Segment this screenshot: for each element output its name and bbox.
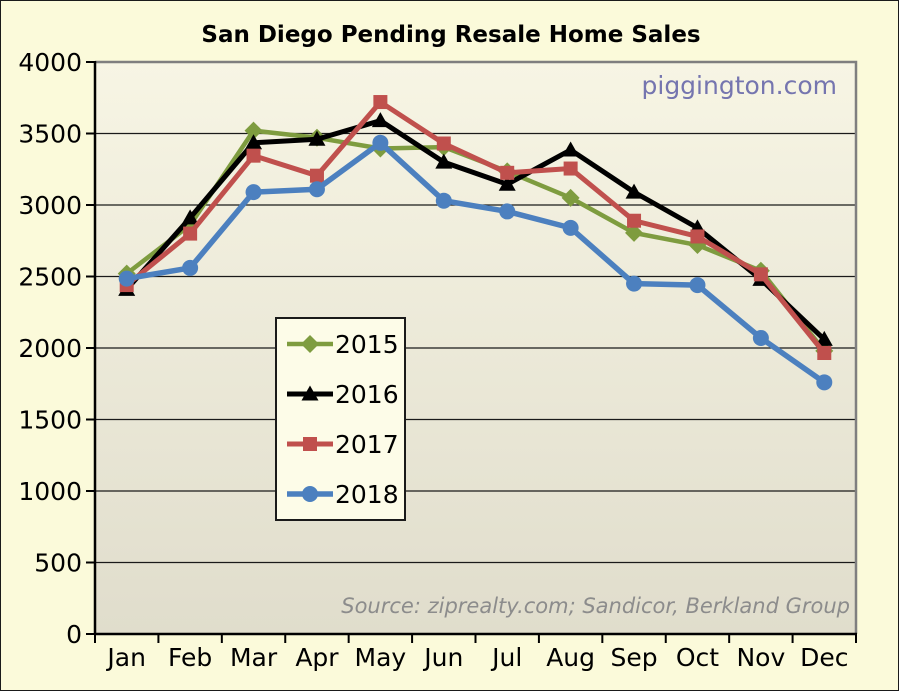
data-point-2016-Apr [308,130,326,146]
x-tick-label-Jul: Jul [490,643,522,672]
y-tick-label-2000: 2000 [18,334,82,363]
y-tick-label-0: 0 [66,620,82,649]
watermark: piggington.com [642,71,838,100]
x-tick-label-Feb: Feb [168,643,212,672]
x-tick-label-Aug: Aug [546,643,595,672]
data-point-2018-Jun [435,192,452,209]
y-tick-label-1000: 1000 [18,477,82,506]
x-tick-label-Oct: Oct [676,643,719,672]
series-line-2018 [123,140,828,386]
data-point-2018-Jan [118,270,135,287]
y-tick-label-3500: 3500 [18,120,82,149]
data-point-2017-Nov [753,267,768,282]
legend-marker-2015 [301,335,319,353]
x-tick-label-Sep: Sep [610,643,657,672]
data-point-2015-Sep [625,223,644,242]
data-point-2017-Feb [183,226,198,241]
legend-marker-2018 [302,486,318,502]
data-point-2017-Dec [817,346,832,361]
y-tick-label-3000: 3000 [18,191,82,220]
data-point-2018-Feb [182,259,199,276]
data-point-2017-Apr [309,168,324,183]
data-point-2016-Dec [815,330,833,346]
data-point-2017-Jun [436,136,451,151]
legend-marker-2016 [301,385,319,401]
legend-label-2016: 2016 [335,380,399,409]
data-point-2016-Mar [245,134,263,150]
legend-label-2017: 2017 [335,430,399,459]
data-point-2015-Aug [561,188,580,207]
data-point-2018-Aug [562,219,579,236]
data-point-2018-Jul [499,203,516,220]
data-point-2016-Jun [435,153,453,169]
data-point-2017-Aug [563,161,578,176]
data-point-2018-Mar [245,184,262,201]
data-point-2017-May [373,95,388,110]
data-point-2017-Oct [690,229,705,244]
data-point-2018-Sep [626,275,643,292]
x-tick-label-Jun: Jun [422,643,463,672]
data-point-2017-Jul [500,165,515,180]
x-tick-label-Dec: Dec [800,643,848,672]
series-line-2016 [124,118,827,342]
data-point-2016-Jul [498,175,516,191]
data-point-2015-Mar [244,121,263,140]
x-tick-label-Apr: Apr [295,643,339,672]
x-tick-label-Mar: Mar [230,643,278,672]
y-tick-label-1500: 1500 [18,406,82,435]
series-line-2017 [124,99,827,356]
data-point-2018-Nov [752,329,769,346]
x-tick-label-Jan: Jan [105,643,146,672]
data-point-2018-May [372,134,389,151]
data-point-2017-Mar [246,148,261,163]
legend-label-2015: 2015 [335,330,399,359]
data-point-2018-Oct [689,277,706,294]
y-tick-label-4000: 4000 [18,48,82,77]
chart-title: San Diego Pending Resale Home Sales [201,22,700,48]
legend-marker-2017 [303,437,317,451]
data-point-2017-Sep [627,213,642,228]
data-point-2018-Apr [308,181,325,198]
x-tick-label-May: May [355,643,407,672]
x-tick-label-Nov: Nov [736,643,785,672]
plot-layer: 0 500 1000 1500 2000 2500 3000 3500 4000 Jan Feb Ma… [18,48,858,672]
data-point-2016-Feb [181,209,199,225]
legend-label-2018: 2018 [335,480,399,509]
legend-box [275,317,406,521]
source-note: Source: ziprealty.com; Sandicor, Berklan… [341,594,850,618]
data-point-2018-Dec [816,374,833,391]
y-tick-label-500: 500 [34,549,82,578]
y-tick-label-2500: 2500 [18,263,82,292]
data-point-2016-Sep [625,183,643,199]
data-point-2016-Aug [562,141,580,157]
plot-frame [95,60,858,634]
data-point-2016-May [371,112,389,128]
